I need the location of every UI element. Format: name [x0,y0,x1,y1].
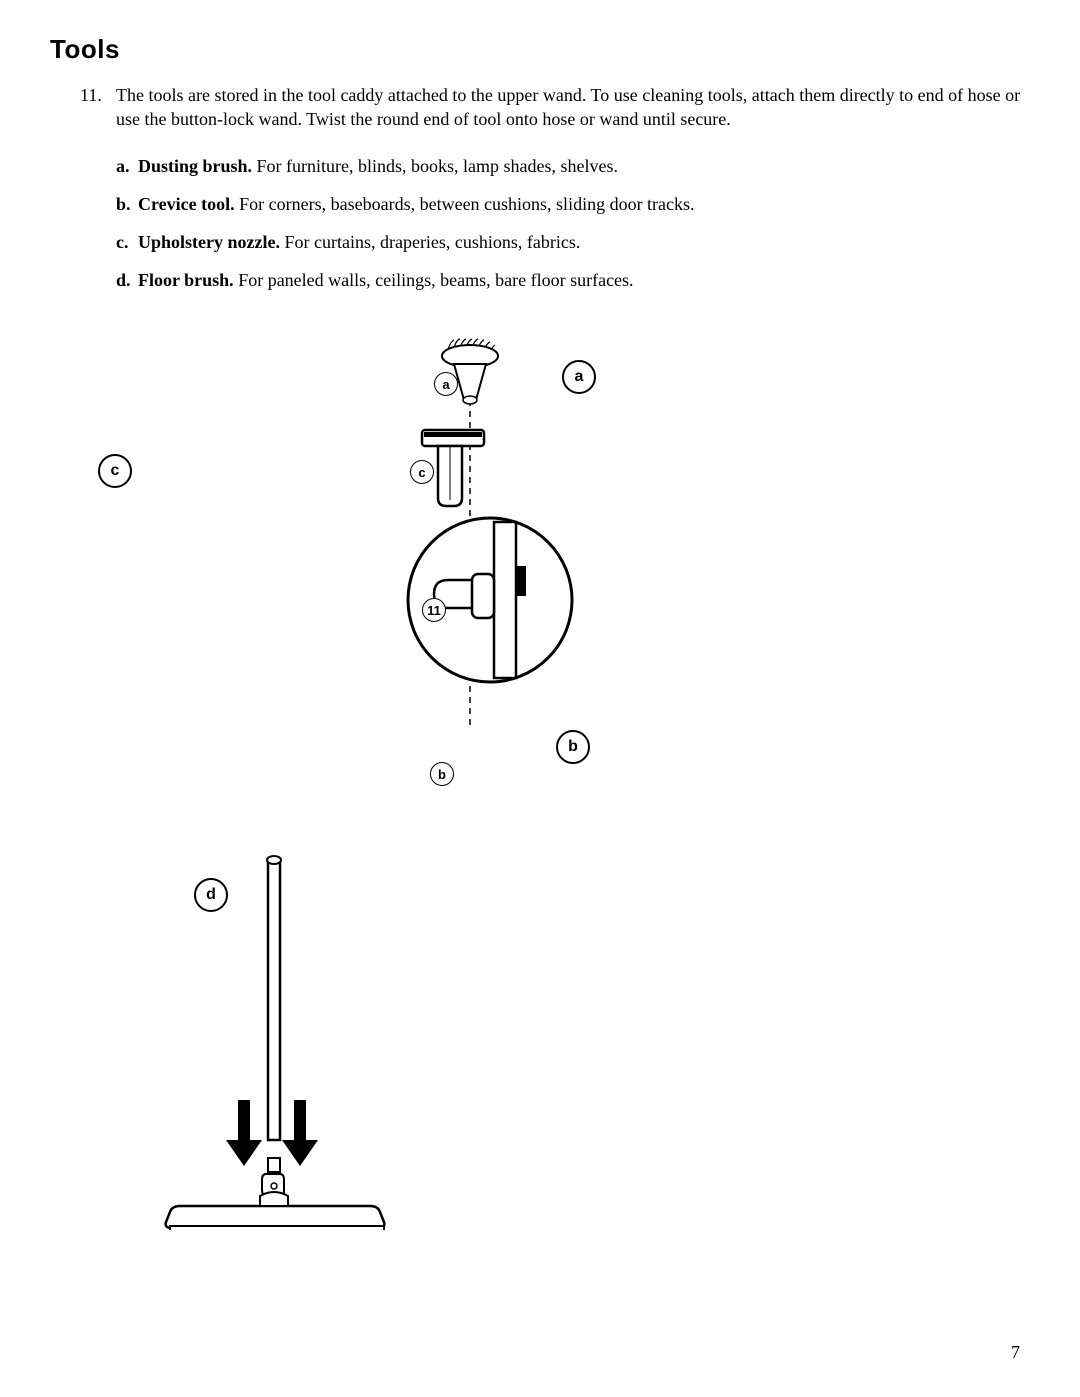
sub-item-d: d. Floor brush. For paneled walls, ceili… [116,268,1030,292]
sub-rest: For curtains, draperies, cushions, fabri… [280,232,580,252]
callout-d-large: d [194,878,228,912]
floor-brush-icon [166,856,385,1230]
callout-a-large: a [562,360,596,394]
section-title: Tools [50,34,1030,65]
sub-rest: For corners, baseboards, between cushion… [235,194,695,214]
sub-bold: Floor brush. [138,270,234,290]
sub-item-c: c. Upholstery nozzle. For curtains, drap… [116,230,1030,254]
item-text: The tools are stored in the tool caddy a… [116,83,1030,132]
diagram-svg [50,330,1030,1230]
tools-diagram: a a c c 11 b b d [50,330,1030,1230]
callout-c-small: c [410,460,434,484]
manual-page: Tools 11. The tools are stored in the to… [0,0,1080,1397]
sub-bold: Upholstery nozzle. [138,232,280,252]
sub-text: Floor brush. For paneled walls, ceilings… [138,268,1030,292]
item-number: 11. [80,83,116,132]
sub-letter: d. [116,268,138,292]
callout-b-small: b [430,762,454,786]
sub-text: Upholstery nozzle. For curtains, draperi… [138,230,1030,254]
callout-a-small: a [434,372,458,396]
list-item-11: 11. The tools are stored in the tool cad… [80,83,1030,132]
sub-rest: For paneled walls, ceilings, beams, bare… [234,270,634,290]
callout-11: 11 [422,598,446,622]
callout-b-large: b [556,730,590,764]
sub-item-b: b. Crevice tool. For corners, baseboards… [116,192,1030,216]
sub-letter: b. [116,192,138,216]
sub-bold: Crevice tool. [138,194,235,214]
sub-letter: c. [116,230,138,254]
page-number: 7 [1011,1342,1020,1363]
sub-rest: For furniture, blinds, books, lamp shade… [252,156,618,176]
sub-item-a: a. Dusting brush. For furniture, blinds,… [116,154,1030,178]
sub-list: a. Dusting brush. For furniture, blinds,… [116,154,1030,293]
sub-text: Dusting brush. For furniture, blinds, bo… [138,154,1030,178]
sub-text: Crevice tool. For corners, baseboards, b… [138,192,1030,216]
callout-c-large: c [98,454,132,488]
sub-bold: Dusting brush. [138,156,252,176]
sub-letter: a. [116,154,138,178]
